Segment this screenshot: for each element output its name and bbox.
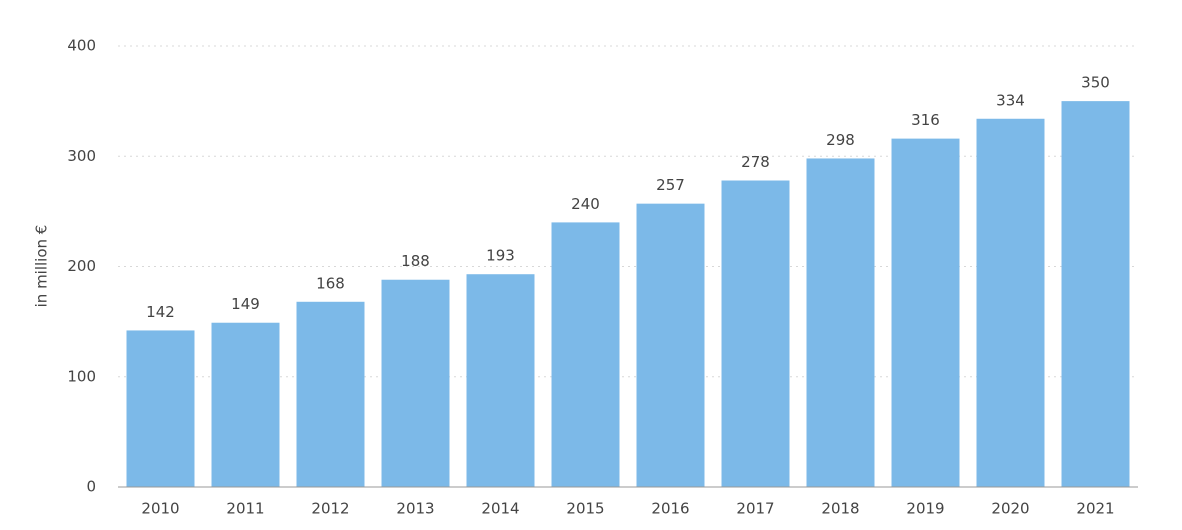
data-label: 149 [231,295,260,313]
x-tick-label: 2011 [226,500,264,518]
bar [891,138,960,488]
data-label: 257 [656,176,685,194]
x-tick-label: 2017 [736,500,774,518]
data-label: 334 [996,91,1025,109]
y-tick-label: 100 [67,367,96,385]
y-tick-label: 300 [67,147,96,165]
x-tick-label: 2012 [311,500,349,518]
bar [296,301,365,487]
bar [976,118,1045,487]
y-axis-label: in million € [33,225,51,308]
data-label: 168 [316,274,345,292]
x-tick-label: 2015 [566,500,604,518]
data-label: 316 [911,111,940,129]
x-tick-label: 2021 [1076,500,1114,518]
x-tick-label: 2019 [906,500,944,518]
y-tick-label: 0 [86,478,96,496]
data-label: 240 [571,195,600,213]
data-label: 350 [1081,74,1110,92]
data-label: 142 [146,303,175,321]
x-tick-label: 2010 [141,500,179,518]
x-tick-label: 2014 [481,500,519,518]
bar [551,222,620,487]
bar [636,203,705,487]
bar [806,158,875,487]
y-tick-label: 200 [67,257,96,275]
data-label: 193 [486,247,515,265]
data-label: 188 [401,252,430,270]
y-tick-label: 400 [67,37,96,55]
data-label: 278 [741,153,770,171]
bar [1061,101,1130,487]
bar [126,330,195,487]
bar [466,274,535,487]
data-label: 298 [826,131,855,149]
x-tick-label: 2020 [991,500,1029,518]
x-tick-label: 2013 [396,500,434,518]
bar [381,279,450,487]
bar [211,322,280,487]
x-tick-label: 2016 [651,500,689,518]
bar [721,180,790,487]
x-tick-label: 2018 [821,500,859,518]
